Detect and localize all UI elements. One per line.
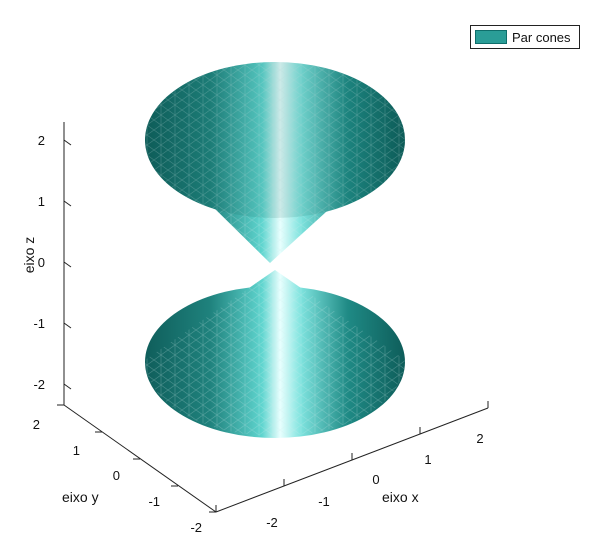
- x-tick-label: 1: [424, 452, 431, 467]
- x-tick-label: 2: [476, 431, 483, 446]
- x-tick-label: 0: [372, 472, 379, 487]
- upper-cone-inner-shadow: [145, 62, 405, 218]
- z-axis-label: eixo z: [21, 237, 37, 274]
- x-axis-label: eixo x: [382, 489, 419, 505]
- x-tick-label: -1: [318, 494, 330, 509]
- cone-surfaces: [145, 62, 405, 438]
- y-tick-label: 1: [73, 443, 80, 458]
- z-tick-labels: 2 1 0 -1 -2: [33, 133, 45, 392]
- lower-cone-mesh: [145, 270, 405, 436]
- y-tick-labels: 2 1 0 -1 -2: [33, 417, 202, 535]
- z-tick-label: 2: [38, 133, 45, 148]
- legend-entry-label: Par cones: [512, 29, 571, 45]
- upper-cone-rim-mesh: [145, 62, 405, 218]
- y-tick-label: 2: [33, 417, 40, 432]
- legend-swatch: [475, 30, 507, 44]
- y-axis-label: eixo y: [62, 489, 99, 505]
- z-tick-label: -2: [33, 377, 45, 392]
- y-tick-label: -2: [190, 520, 202, 535]
- z-tick-label: 1: [38, 194, 45, 209]
- legend: Par cones: [470, 25, 580, 49]
- z-tick-label: -1: [33, 316, 45, 331]
- tick-marks: [57, 139, 489, 513]
- x-tick-label: -2: [266, 515, 278, 530]
- z-tick-label: 0: [38, 255, 45, 270]
- x-tick-labels: -2 -1 0 1 2: [266, 431, 483, 530]
- y-tick-label: -1: [148, 494, 160, 509]
- y-tick-label: 0: [113, 468, 120, 483]
